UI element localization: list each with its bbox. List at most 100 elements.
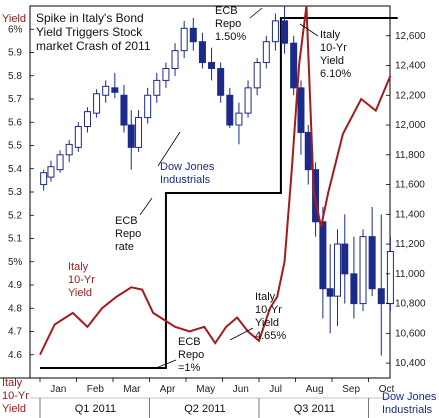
left-tick-label: 5.2: [8, 210, 22, 221]
candle-body: [198, 41, 206, 64]
candle-body: [135, 117, 143, 148]
month-label: Sep: [342, 384, 360, 395]
dow-candle: [47, 160, 55, 182]
italy-axis-line-1: Italy: [2, 377, 23, 389]
dow-axis-line-2: Industrials: [382, 404, 433, 416]
month-label: Oct: [379, 384, 395, 395]
month-label: Apr: [160, 384, 176, 395]
candle-body: [40, 172, 48, 186]
left-tick-label: 5.4: [8, 164, 22, 175]
dow-line-1: Dow Jones: [160, 161, 215, 173]
italy-top-line-1: Italy: [320, 29, 341, 41]
candle-body: [333, 243, 341, 297]
left-tick-label: 4.6: [8, 350, 22, 361]
candle-body: [120, 94, 128, 126]
left-tick-label: 5.6: [8, 117, 22, 128]
dow-candle: [253, 58, 261, 96]
dow-candle: [377, 214, 385, 356]
candle-body: [226, 94, 234, 126]
ecb-top-pointer: [249, 7, 263, 19]
candle-body: [377, 288, 385, 305]
italy-top-line-2: 10-Yr: [320, 42, 347, 54]
ecb-top-line-3: 1.50%: [215, 31, 246, 43]
italy-yield-line: [39, 5, 392, 356]
dow-candle: [244, 80, 252, 118]
candle-body: [189, 27, 197, 43]
dow-candle: [208, 47, 216, 81]
ecb-low-pointer: [155, 359, 177, 369]
italy-low-line-1: Italy: [255, 291, 276, 303]
italy-yield-series: [39, 5, 392, 356]
italy-top-line-4: 6.10%: [320, 68, 351, 80]
month-label: Jun: [233, 384, 249, 395]
left-axis-bottom-label: Italy 10-Yr Yield: [2, 377, 29, 415]
left-tick-label: 6%: [8, 24, 23, 35]
dow-candle: [127, 110, 135, 170]
dow-candle: [65, 139, 73, 163]
dow-candle: [153, 72, 161, 103]
left-tick-label: 5.1: [8, 234, 22, 245]
italy-axis-line-3: Yield: [2, 403, 26, 415]
right-tick-label: 11,600: [395, 180, 425, 191]
dow-candle: [189, 17, 197, 51]
ecb-low-line-2: Repo: [178, 349, 204, 361]
annotation-italy-top: Italy 10-Yr Yield 6.10%: [320, 29, 351, 80]
left-tick-label: 5%: [8, 257, 23, 268]
candle-body: [253, 62, 261, 89]
left-tick-label: 4.9: [8, 280, 22, 291]
italy-top-pointer: [299, 23, 319, 37]
candle-body: [65, 143, 73, 156]
dow-jones-candles: [40, 6, 394, 356]
right-tick-label: 11,000: [395, 269, 425, 280]
candle-body: [262, 41, 270, 64]
month-label: Jan: [50, 384, 66, 395]
dow-candle: [326, 244, 334, 334]
candle-body: [319, 221, 327, 290]
title-line-1: Spike in Italy's Bond: [36, 11, 144, 25]
month-label: Mar: [123, 384, 141, 395]
candle-body: [102, 85, 110, 96]
candle-body: [368, 236, 376, 290]
candle-body: [47, 166, 55, 178]
candle-body: [74, 126, 82, 148]
ecb-low-line-1: ECB: [178, 336, 201, 348]
right-tick-label: 11,400: [395, 209, 425, 220]
dow-candle: [83, 107, 91, 133]
dow-candle: [226, 87, 234, 129]
italy-low-line-4: 4.65%: [255, 330, 286, 342]
candle-body: [153, 79, 161, 96]
candle-body: [326, 288, 334, 297]
right-tick-label: 11,800: [395, 150, 425, 161]
right-tick-label: 12,600: [395, 31, 426, 42]
left-tick-label: 5.9: [8, 48, 22, 59]
ecb-repo-rate-series: [40, 17, 398, 369]
dow-candle: [235, 102, 243, 145]
italy-low-pointer: [229, 327, 254, 341]
dow-candle: [111, 72, 119, 99]
annotation-dow: Dow Jones Industrials: [160, 161, 215, 186]
right-tick-label: 12,200: [395, 90, 426, 101]
annotation-italy-mid: Italy 10-Yr Yield: [68, 261, 95, 299]
ecb-top-line-2: Repo: [215, 18, 241, 30]
dow-candle: [350, 236, 358, 319]
candle-body: [171, 50, 179, 69]
dow-candle: [93, 89, 101, 118]
italy-low-line-2: 10-Yr: [255, 304, 282, 316]
dow-candle: [217, 62, 225, 103]
candle-body: [341, 243, 349, 275]
annotation-italy-low: Italy 10-Yr Yield 4.65%: [255, 291, 286, 342]
candle-body: [127, 124, 135, 148]
dow-candle: [297, 80, 305, 155]
candle-body: [208, 62, 216, 69]
italy-mid-line-2: 10-Yr: [68, 274, 95, 286]
dow-candle: [271, 13, 279, 51]
right-axis-bottom-label: Dow Jones Industrials: [382, 391, 437, 416]
dow-candle: [135, 110, 143, 152]
left-tick-label: 4.7: [8, 327, 22, 338]
dow-line-2: Industrials: [160, 174, 211, 186]
dow-candle: [171, 43, 179, 76]
month-label: Aug: [306, 384, 324, 395]
month-label: May: [196, 384, 215, 395]
right-tick-label: 10,800: [395, 299, 426, 310]
